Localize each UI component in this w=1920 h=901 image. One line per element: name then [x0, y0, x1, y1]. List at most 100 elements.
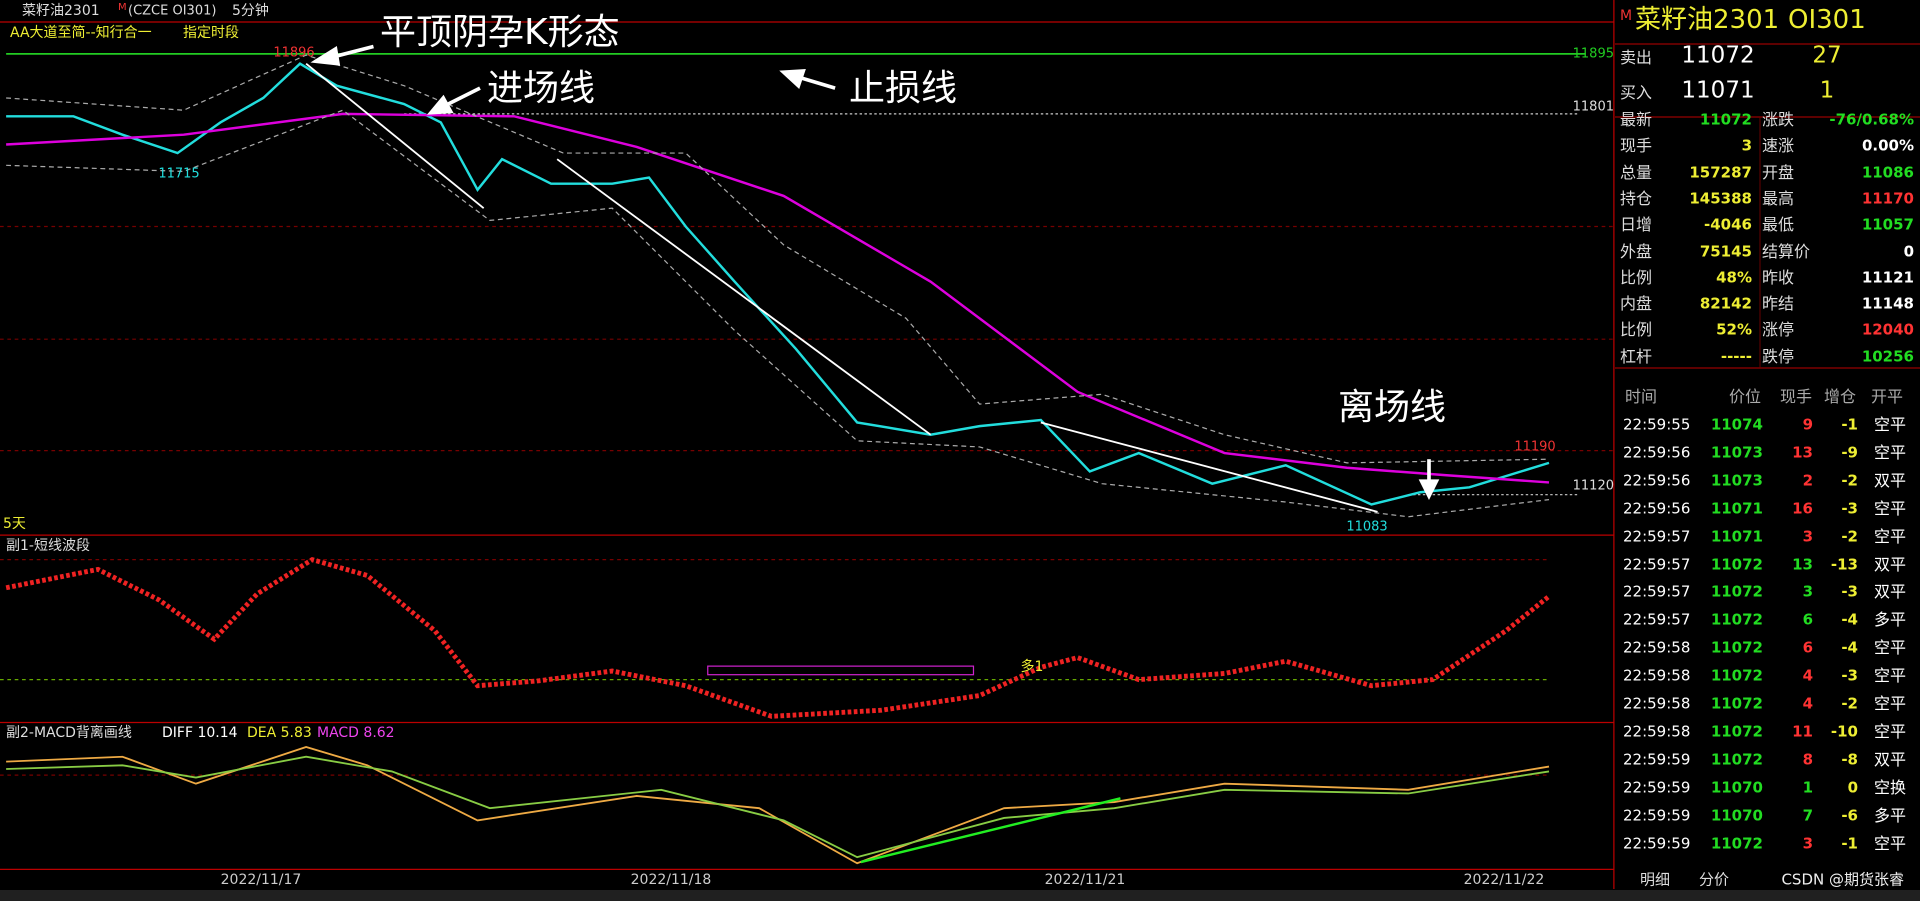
column-header: 价位 [1728, 387, 1762, 406]
stat-value: 157287 [1689, 163, 1752, 182]
stat-label: 涨停 [1762, 320, 1795, 340]
days: 5天 [3, 516, 26, 532]
stat-label: 昨结 [1762, 294, 1795, 314]
stat-label: 昨收 [1762, 267, 1795, 287]
tab[interactable]: 分价 [1698, 870, 1730, 889]
ask-label: 卖出 [1620, 48, 1653, 67]
bid-price: 11071 [1681, 77, 1755, 104]
stat-value: 82142 [1699, 294, 1752, 313]
trade-time: 22:59:58 [1623, 694, 1691, 713]
symbol: 菜籽油2301 [22, 3, 100, 19]
trade-type: 双平 [1873, 554, 1906, 574]
stat-label: 最低 [1762, 215, 1795, 235]
stat-value: 145388 [1689, 189, 1752, 208]
trade-time: 22:59:56 [1623, 471, 1691, 490]
stat-label: 杠杆 [1620, 346, 1653, 366]
trade-oi: -10 [1830, 722, 1858, 741]
trade-volume: 13 [1792, 555, 1813, 573]
stat-label: 比例 [1620, 267, 1653, 287]
stat-label: 结算价 [1762, 241, 1811, 261]
stat-value: 11057 [1861, 215, 1914, 234]
stat-value: 11170 [1861, 189, 1914, 208]
annotation: 离场线 [1338, 387, 1447, 428]
price-trace [6, 62, 1550, 506]
sub2-title: 副2-MACD背离画线 [6, 725, 132, 741]
trade-type: 空平 [1873, 442, 1906, 462]
grid [0, 225, 1614, 776]
trade-volume: 7 [1802, 806, 1813, 825]
flag: M [118, 2, 127, 13]
period: 5分钟 [232, 3, 269, 19]
trade-volume: 8 [1802, 750, 1813, 769]
column-header: 现手 [1779, 387, 1813, 406]
trade-price: 11074 [1710, 415, 1763, 434]
sub1-title: 副1-短线波段 [6, 538, 90, 554]
trade-time: 22:59:58 [1623, 722, 1691, 741]
trade-type: 多平 [1873, 610, 1906, 630]
column-header: 开平 [1870, 387, 1904, 406]
trade-oi: -9 [1841, 443, 1858, 462]
dea: DEA 5.83 [247, 725, 312, 741]
trade-oi: -3 [1841, 582, 1858, 601]
date-label: 2022/11/17 [220, 872, 302, 888]
trade-type: 空平 [1873, 526, 1906, 546]
price-label: 11120 [1572, 478, 1614, 494]
status-bar [0, 890, 1920, 901]
trend-lines [305, 62, 1378, 513]
trade-price: 11073 [1710, 471, 1763, 490]
trade-oi: -1 [1841, 415, 1858, 434]
trade-oi: -4 [1841, 610, 1858, 629]
macd: MACD 8.62 [317, 725, 395, 741]
stat-label: 外盘 [1620, 241, 1653, 261]
date-label: 2022/11/21 [1044, 872, 1126, 888]
trade-oi: 0 [1847, 778, 1858, 797]
tab[interactable]: 明细 [1639, 870, 1671, 889]
trade-oi: -2 [1841, 694, 1858, 713]
price-label: 11083 [1346, 519, 1388, 535]
trade-volume: 16 [1792, 499, 1813, 518]
chart-shapes [0, 0, 1615, 889]
signal: 多1 [1020, 659, 1044, 675]
trade-volume: 3 [1802, 834, 1813, 852]
trade-time: 22:59:59 [1623, 806, 1691, 825]
annotation: 进场线 [487, 68, 596, 109]
trade-type: 空平 [1873, 833, 1906, 853]
trade-volume: 6 [1802, 610, 1813, 629]
stat-value: -76/0.68% [1829, 110, 1914, 129]
trade-type: 多平 [1873, 805, 1906, 825]
price-label: 11715 [158, 166, 200, 182]
trade-price: 11070 [1710, 806, 1763, 825]
stat-label: 速涨 [1762, 136, 1795, 156]
trade-price: 11072 [1710, 638, 1763, 657]
trade-type: 空平 [1873, 415, 1906, 434]
trade-volume: 13 [1792, 443, 1813, 462]
ask-price: 11072 [1681, 42, 1755, 69]
trade-price: 11072 [1710, 555, 1763, 573]
stat-label: 现手 [1620, 136, 1653, 156]
trade-oi: -2 [1841, 527, 1858, 546]
trade-price: 11070 [1710, 778, 1763, 797]
trade-time: 22:59:57 [1623, 527, 1691, 546]
trade-oi: -8 [1841, 750, 1858, 769]
lower-band [6, 109, 1550, 518]
trade-time: 22:59:58 [1623, 666, 1691, 685]
stat-value: 0.00% [1861, 136, 1914, 155]
stat-value: 3 [1741, 136, 1752, 155]
trade-time: 22:59:59 [1623, 778, 1691, 797]
quote-name: 菜籽油2301 [1635, 5, 1780, 35]
stat-value: 11086 [1861, 163, 1914, 182]
annotation: 止损线 [849, 68, 958, 109]
trade-oi: -6 [1841, 806, 1858, 825]
trade-type: 双平 [1873, 470, 1906, 490]
stat-value: 52% [1716, 320, 1752, 339]
wave-box [707, 665, 975, 676]
indicator: AA大道至简--知行合一 [10, 25, 152, 41]
trade-volume: 6 [1802, 638, 1813, 657]
trade-time: 22:59:59 [1623, 834, 1691, 852]
price-label: 11895 [1572, 46, 1614, 62]
trade-time: 22:59:57 [1623, 610, 1691, 629]
trade-volume: 4 [1802, 666, 1813, 685]
trade-type: 双平 [1873, 749, 1906, 769]
code: (CZCE OI301) [128, 3, 217, 19]
